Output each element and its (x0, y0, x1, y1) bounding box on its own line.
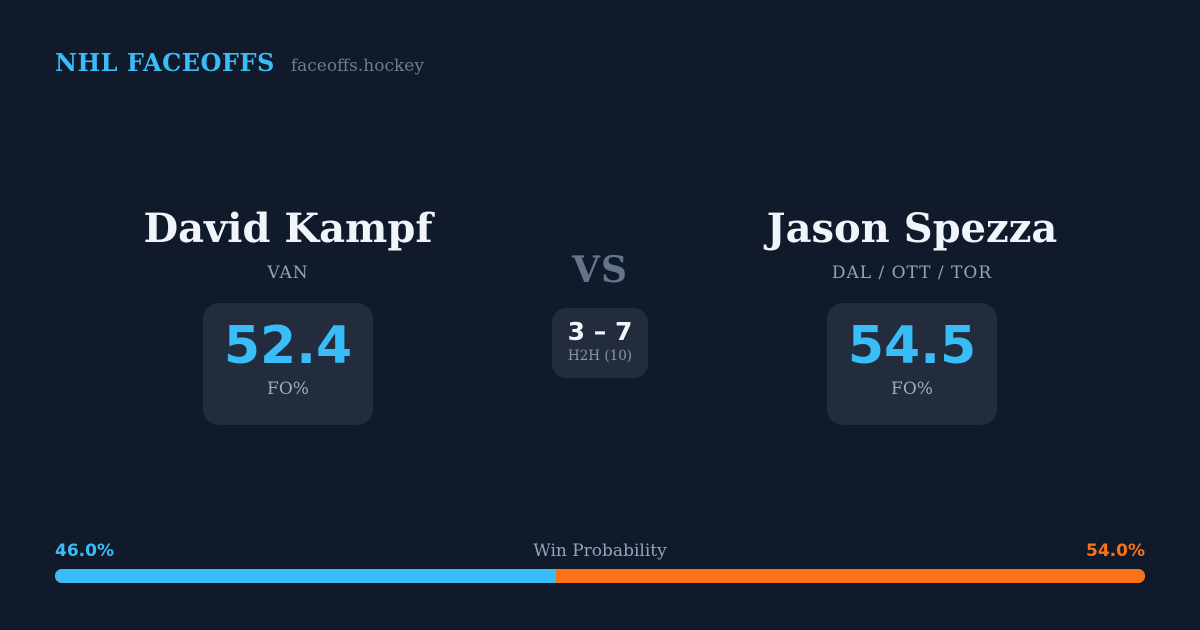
player-name-left: David Kampf (143, 205, 433, 252)
win-probability-fill-left (55, 569, 557, 583)
player-teams-left: VAN (267, 263, 309, 283)
win-probability-title: Win Probability (533, 541, 667, 561)
h2h-label: H2H (10) (567, 348, 633, 364)
brand-title: NHL FACEOFFS (55, 48, 275, 77)
win-probability-left-pct: 46.0% (55, 541, 114, 561)
site-url: faceoffs.hockey (290, 56, 424, 76)
faceoff-pct-value-right: 54.5 (847, 316, 977, 376)
player-name-right: Jason Spezza (766, 205, 1058, 252)
header: NHL FACEOFFS faceoffs.hockey (55, 48, 424, 77)
win-probability-bar (55, 569, 1145, 583)
h2h-card: 3 – 7 H2H (10) (552, 308, 648, 378)
h2h-score: 3 – 7 (567, 317, 633, 346)
stat-card-right: 54.5 FO% (827, 303, 997, 425)
player-block-left: David Kampf VAN 52.4 FO% (88, 205, 488, 425)
win-probability-fill-right (556, 569, 1145, 583)
faceoff-pct-label-left: FO% (267, 379, 309, 399)
player-block-right: Jason Spezza DAL / OTT / TOR 54.5 FO% (712, 205, 1112, 425)
win-probability-labels: 46.0% Win Probability 54.0% (55, 541, 1145, 561)
player-teams-right: DAL / OTT / TOR (831, 263, 993, 283)
faceoff-pct-value-left: 52.4 (223, 316, 353, 376)
stat-card-left: 52.4 FO% (203, 303, 373, 425)
center-block: VS 3 – 7 H2H (10) (500, 250, 700, 378)
faceoff-pct-label-right: FO% (891, 379, 933, 399)
vs-label: VS (572, 249, 628, 291)
win-probability-right-pct: 54.0% (1086, 541, 1145, 561)
